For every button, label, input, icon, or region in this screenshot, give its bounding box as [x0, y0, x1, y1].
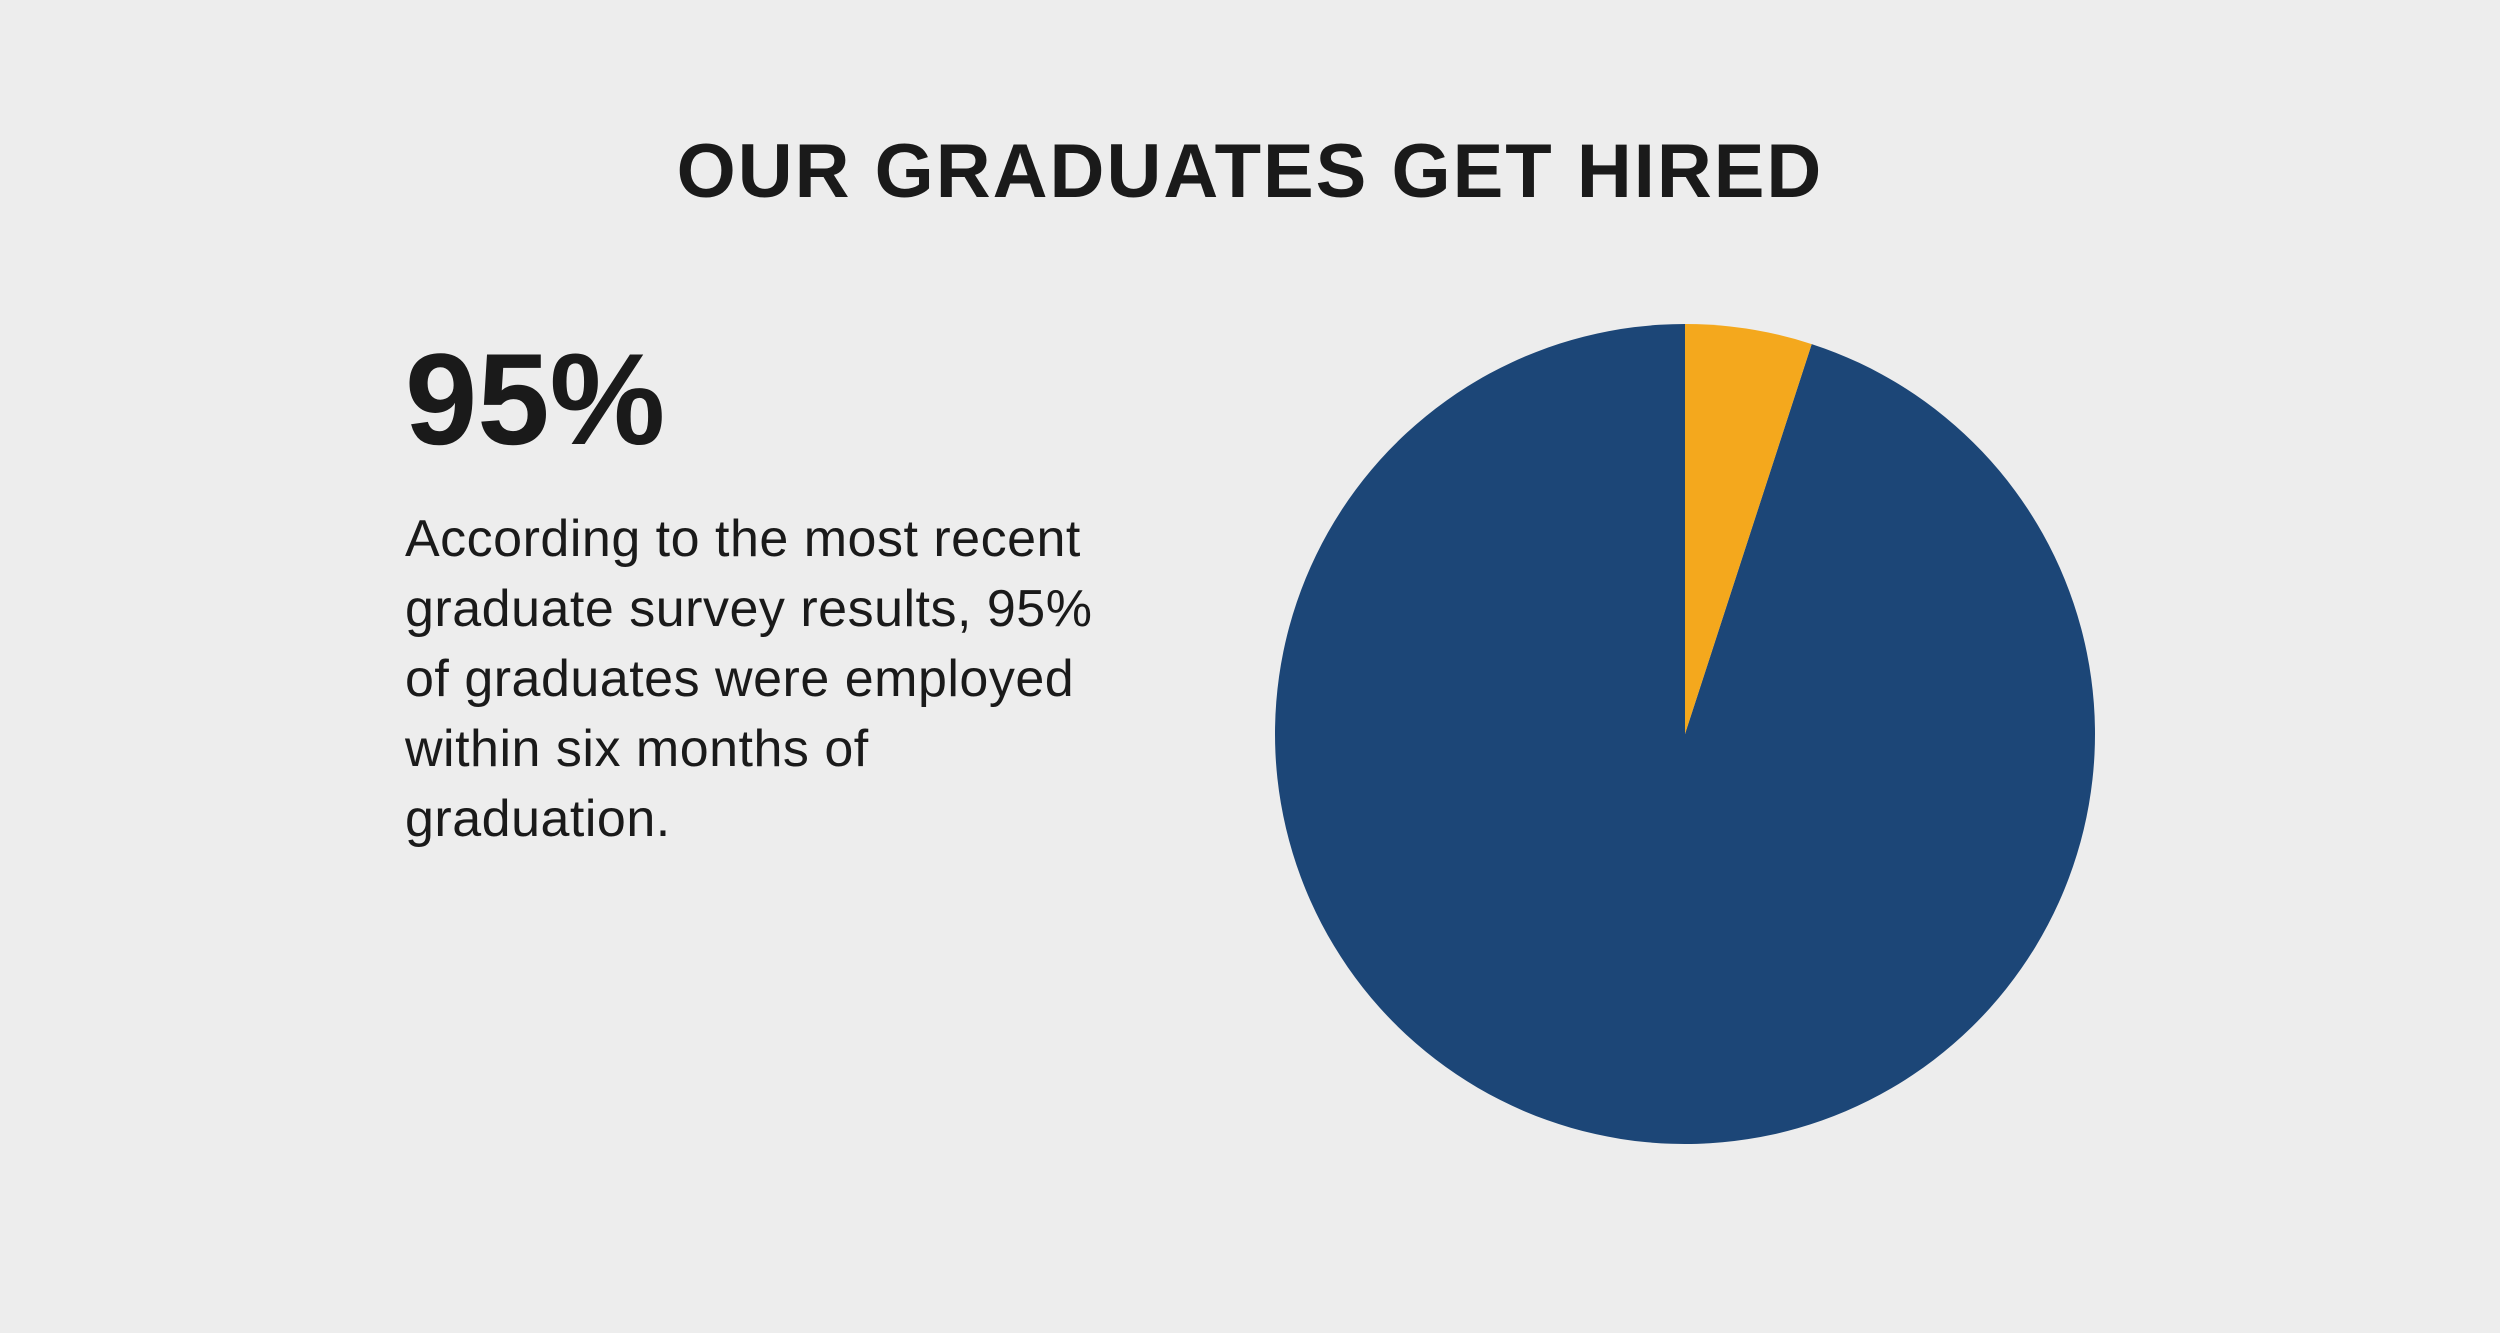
- content-row: 95% According to the most recent graduat…: [405, 324, 2095, 1144]
- pie-chart-svg: [1275, 324, 2095, 1144]
- page-title: OUR GRADUATES GET HIRED: [677, 130, 1824, 214]
- stat-description: According to the most recent graduate su…: [405, 504, 1125, 855]
- text-column: 95% According to the most recent graduat…: [405, 334, 1125, 855]
- pie-chart: [1275, 324, 2095, 1144]
- stat-number: 95%: [405, 334, 1125, 464]
- infographic-canvas: OUR GRADUATES GET HIRED 95% According to…: [0, 0, 2500, 1333]
